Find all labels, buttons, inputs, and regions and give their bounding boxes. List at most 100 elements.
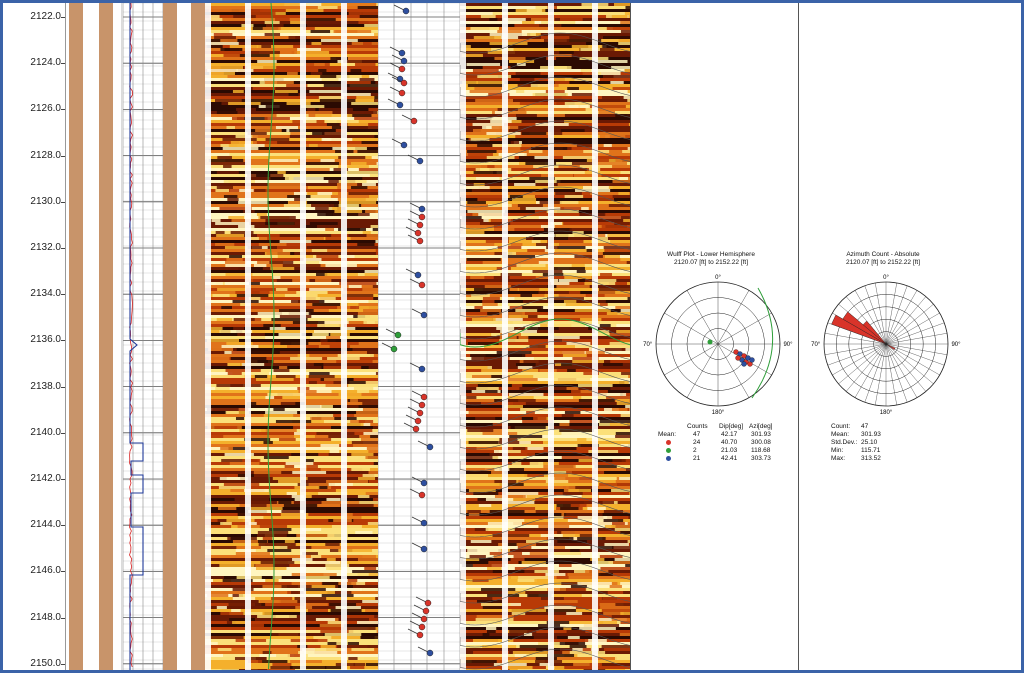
image-band [205, 657, 378, 660]
image-texture [304, 591, 335, 594]
image-texture [524, 474, 544, 477]
image-texture [492, 534, 530, 537]
image-band [205, 138, 378, 141]
image-texture [562, 156, 596, 159]
image-texture [499, 375, 534, 378]
image-texture [214, 426, 238, 429]
image-texture [264, 33, 281, 36]
image-texture [210, 522, 224, 525]
image-texture [350, 420, 366, 423]
image-band [460, 186, 630, 189]
tadpole-head [400, 57, 408, 65]
image-texture [305, 438, 332, 441]
image-texture [272, 663, 292, 666]
header-dip: Dip[deg] [719, 423, 744, 430]
image-band [460, 171, 630, 174]
depth-tick [61, 17, 65, 18]
image-texture [319, 99, 356, 102]
image-texture [596, 624, 620, 627]
image-texture [241, 99, 274, 102]
rose-stat-value: 25.10 [861, 439, 878, 446]
image-texture [476, 483, 508, 486]
image-band [205, 609, 378, 612]
image-texture [351, 453, 374, 456]
dip-sinusoid [460, 604, 630, 626]
image-texture [465, 660, 497, 663]
image-texture [561, 582, 589, 585]
image-texture [268, 183, 302, 186]
image-texture [270, 600, 298, 603]
image-texture [464, 528, 475, 531]
stereonet-spoke [664, 312, 719, 345]
image-texture [573, 570, 590, 573]
image-texture [338, 165, 369, 168]
image-texture [492, 570, 525, 573]
image-texture [547, 654, 575, 657]
image-band [205, 189, 378, 192]
image-texture [308, 381, 317, 384]
image-texture [375, 660, 378, 663]
image-texture [547, 297, 584, 300]
image-texture [471, 318, 496, 321]
image-band [205, 156, 378, 159]
dip-sinusoid [460, 384, 630, 406]
image-texture [257, 615, 290, 618]
image-texture [475, 99, 513, 102]
image-texture [368, 450, 378, 453]
image-texture [239, 9, 264, 12]
image-texture [351, 186, 368, 189]
image-texture [581, 495, 599, 498]
image-texture [603, 144, 612, 147]
image-texture [526, 540, 551, 543]
image-band [205, 234, 378, 237]
image-texture [309, 372, 330, 375]
image-texture [586, 249, 595, 252]
image-texture [575, 300, 606, 303]
image-texture [508, 603, 521, 606]
image-texture [375, 429, 378, 432]
image-texture [498, 450, 521, 453]
image-texture [320, 159, 335, 162]
image-texture [256, 174, 271, 177]
image-band [460, 537, 630, 540]
image-texture [376, 630, 378, 633]
depth-track: 2122.0 2124.0 2126.0 2128.0 2130.0 2132.0 2134… [3, 3, 66, 670]
image-band [205, 186, 378, 189]
image-texture [572, 360, 605, 363]
image-texture [603, 612, 624, 615]
image-texture [537, 315, 553, 318]
image-band [205, 231, 378, 234]
image-texture [345, 480, 368, 483]
image-texture [620, 339, 630, 342]
image-band [460, 51, 630, 54]
image-band [205, 555, 378, 558]
image-band [205, 273, 378, 276]
tadpole-head [402, 7, 410, 15]
image-texture [511, 198, 537, 201]
image-texture [210, 72, 235, 75]
image-texture [598, 288, 630, 291]
rose-stat-label: Min: [831, 447, 844, 454]
image-texture [375, 597, 378, 600]
image-band [460, 591, 630, 594]
image-texture [529, 552, 552, 555]
row-counts: 47 [693, 431, 701, 438]
image-texture [476, 600, 494, 603]
rose-spoke [885, 343, 926, 392]
image-texture [542, 237, 569, 240]
image-texture [567, 369, 576, 372]
image-texture [577, 444, 599, 447]
image-texture [556, 504, 580, 507]
caliper-bulge [177, 63, 180, 93]
image-texture [269, 261, 294, 264]
image-texture [250, 237, 259, 240]
rose-stat-value: 115.71 [861, 447, 881, 454]
image-texture [492, 456, 528, 459]
image-texture [315, 114, 353, 117]
image-texture [612, 195, 630, 198]
image-band [460, 519, 630, 522]
image-texture [314, 648, 346, 651]
image-texture [310, 555, 322, 558]
image-texture [261, 429, 297, 432]
image-band [205, 225, 378, 228]
